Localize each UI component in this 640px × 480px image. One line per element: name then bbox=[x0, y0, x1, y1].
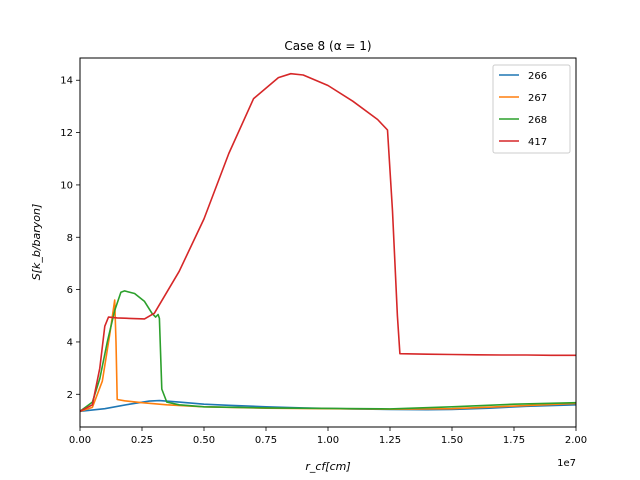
x-tick-label: 1.25 bbox=[379, 435, 401, 446]
x-axis-offset-label: 1e7 bbox=[557, 458, 576, 469]
legend-label-268: 268 bbox=[528, 115, 547, 126]
series-line-268 bbox=[79, 290, 577, 412]
x-tick-label: 2.00 bbox=[565, 435, 587, 446]
y-tick-label: 2 bbox=[67, 390, 73, 401]
legend-label-417: 417 bbox=[528, 137, 547, 148]
legend-label-267: 267 bbox=[528, 93, 547, 104]
y-axis-label: S[k_b/baryon] bbox=[30, 204, 43, 281]
y-tick-label: 8 bbox=[67, 233, 73, 244]
x-tick-label: 0.25 bbox=[131, 435, 153, 446]
x-tick-label: 0.00 bbox=[69, 435, 91, 446]
x-axis-label: r_cf[cm] bbox=[305, 460, 350, 473]
y-tick-label: 14 bbox=[60, 76, 73, 87]
y-axis-ticks: 2 4 6 8 10 12 14 bbox=[60, 76, 80, 401]
series-line-267 bbox=[79, 299, 577, 413]
y-tick-label: 6 bbox=[67, 285, 73, 296]
legend-label-266: 266 bbox=[528, 71, 547, 82]
x-tick-label: 0.75 bbox=[255, 435, 277, 446]
y-tick-label: 12 bbox=[60, 128, 73, 139]
legend-box bbox=[492, 64, 571, 154]
x-tick-label: 1.50 bbox=[441, 435, 463, 446]
x-axis-ticks: 0.00 0.25 0.50 0.75 1.00 1.25 1.50 1.75 2.00 bbox=[69, 427, 587, 446]
legend: 266 267 268 417 bbox=[492, 64, 571, 154]
plot-lines bbox=[79, 72, 577, 413]
x-tick-label: 1.75 bbox=[503, 435, 525, 446]
y-tick-label: 4 bbox=[67, 337, 73, 348]
chart-title: Case 8 (α = 1) bbox=[284, 39, 371, 53]
x-tick-label: 1.00 bbox=[317, 435, 339, 446]
y-tick-label: 10 bbox=[60, 180, 73, 191]
x-tick-label: 0.50 bbox=[193, 435, 215, 446]
series-line-417 bbox=[79, 72, 576, 413]
